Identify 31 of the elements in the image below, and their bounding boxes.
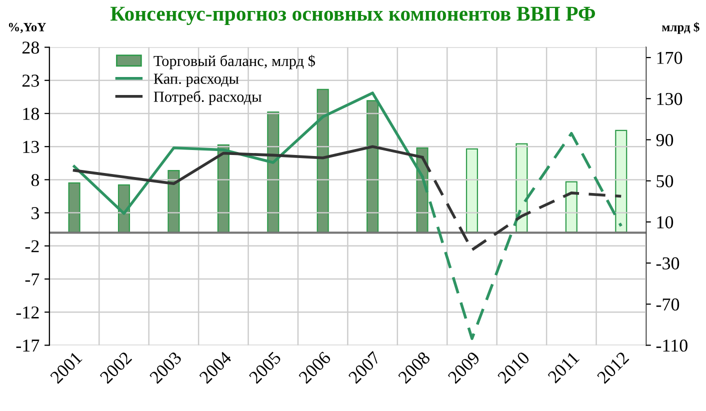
legend-label: Кап. расходы (154, 74, 239, 87)
y2-tick-label: -70 (656, 298, 680, 311)
bar (466, 148, 478, 233)
y-tick-label: 18 (23, 108, 40, 120)
chart-title: Консенсус-прогноз основных компонентов ВВП РФ (110, 6, 596, 26)
bar (366, 100, 379, 233)
y-axis-title: %,YoY (8, 22, 46, 34)
y2-axis-title: млрд $ (662, 22, 700, 34)
y-tick-label: 23 (22, 74, 39, 87)
y-tick-label: 3 (32, 207, 39, 220)
y2-tick-label: -110 (656, 339, 688, 352)
y2-tick-label: -30 (656, 257, 680, 270)
y2-tick-label: 50 (656, 175, 674, 188)
y2-tick-label: 130 (657, 92, 682, 106)
y-tick-label: 8 (31, 174, 40, 186)
y2-tick-label: 90 (656, 134, 674, 146)
bar (68, 182, 80, 233)
y-tick-label: -2 (25, 240, 39, 252)
y-tick-label: -17 (16, 340, 40, 352)
y-tick-label: 13 (23, 140, 39, 154)
legend-label: Потреб. расходы (154, 90, 262, 105)
y2-tick-label: 170 (657, 52, 682, 64)
x-tick-label: 2011 (547, 351, 580, 384)
bar (316, 88, 329, 233)
y2-tick-label: 10 (657, 216, 674, 228)
legend-label: Торговый баланс, млрд $ (154, 54, 316, 70)
y-tick-label: 28 (22, 42, 40, 54)
y-tick-label: -7 (25, 273, 40, 286)
bar (615, 130, 628, 233)
y-tick-label: -12 (16, 306, 39, 318)
bar (267, 111, 280, 233)
